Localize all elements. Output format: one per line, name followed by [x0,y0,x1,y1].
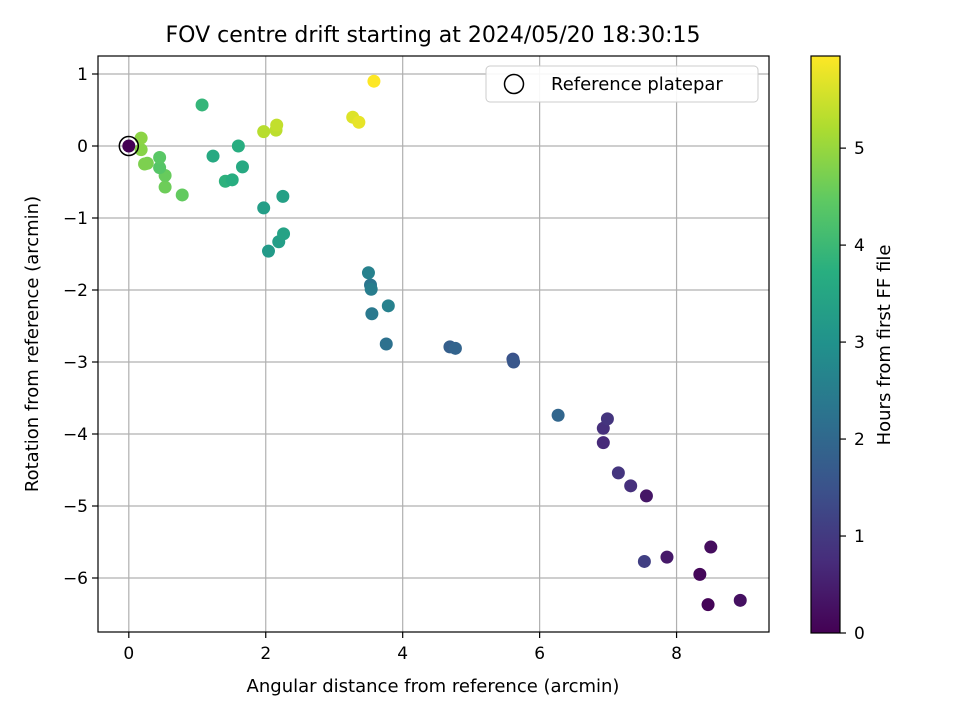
legend-entry-reference-platepar: Reference platepar [551,74,723,95]
y-tick-label: 0 [77,137,88,157]
colorbar-gradient [810,55,841,634]
data-point [600,412,614,426]
data-point [361,266,375,280]
legend-reference-marker [503,73,525,95]
colorbar-tick-label: 2 [854,430,865,450]
data-point [381,299,395,313]
data-point [639,489,653,503]
data-point [138,157,152,171]
data-point [693,567,707,581]
grid-lines [98,56,769,632]
x-tick-label: 4 [397,644,408,664]
data-point [596,436,610,450]
colorbar-tick-label: 1 [854,527,865,547]
colorbar-tick-label: 4 [854,236,865,256]
data-point [134,143,148,157]
y-tick-label: −3 [63,353,88,373]
legend-box [485,65,759,103]
y-tick-label: −4 [63,425,88,445]
data-point [270,118,284,132]
data-point [365,307,379,321]
data-point [195,98,209,112]
data-point [158,180,172,194]
plot-area: 0 2 4 6 810−1−2−3−4−5−6 [63,55,770,664]
y-tick-label: −6 [63,569,88,589]
y-tick-label: −1 [63,209,88,229]
data-point [257,125,271,139]
data-point [704,540,718,554]
plot-background [98,56,769,632]
axis-ticks: 0 2 4 6 810−1−2−3−4−5−6 [63,65,682,664]
data-point [276,189,290,203]
y-tick-label: −5 [63,497,88,517]
y-axis-label: Rotation from reference (arcmin) [22,196,43,492]
data-point [231,139,245,153]
x-tick-label: 6 [534,644,545,664]
data-point [624,479,638,493]
legend: Reference platepar [485,65,759,103]
plot-frame [97,55,770,633]
colorbar-label: Hours from first FF file [874,245,895,446]
data-point [261,244,275,258]
data-point [134,131,148,145]
data-point [153,161,167,175]
data-point [153,151,167,165]
data-point [733,593,747,607]
data-point [225,173,239,187]
data-point [206,149,220,163]
data-point [277,227,291,241]
colorbar-tick-label: 0 [854,624,865,644]
data-point [364,282,378,296]
data-point [257,201,271,215]
data-point [122,139,136,153]
colorbar: 0 1 2 3 4 5 Hours from first FF file [810,55,895,644]
data-point [175,188,189,202]
y-tick-label: −2 [63,281,88,301]
scatter-points [118,74,747,612]
data-point [367,74,381,88]
data-point [379,337,393,351]
data-point [701,598,715,612]
data-point [448,341,462,355]
data-point [352,115,366,129]
x-tick-label: 2 [260,644,271,664]
data-point [235,160,249,174]
data-point [611,466,625,480]
x-tick-label: 0 [123,644,134,664]
reference-platepar-marker [118,135,140,157]
data-point [551,408,565,422]
chart-title: FOV centre drift starting at 2024/05/20 … [166,23,701,48]
colorbar-tick-label: 3 [854,333,865,353]
data-point [637,554,651,568]
x-axis-label: Angular distance from reference (arcmin) [247,676,620,697]
data-point [660,550,674,564]
colorbar-tick-label: 5 [854,139,865,159]
x-tick-label: 8 [671,644,682,664]
data-point [507,355,521,369]
colorbar-ticks: 0 1 2 3 4 5 [840,139,865,644]
y-tick-label: 1 [77,65,88,85]
